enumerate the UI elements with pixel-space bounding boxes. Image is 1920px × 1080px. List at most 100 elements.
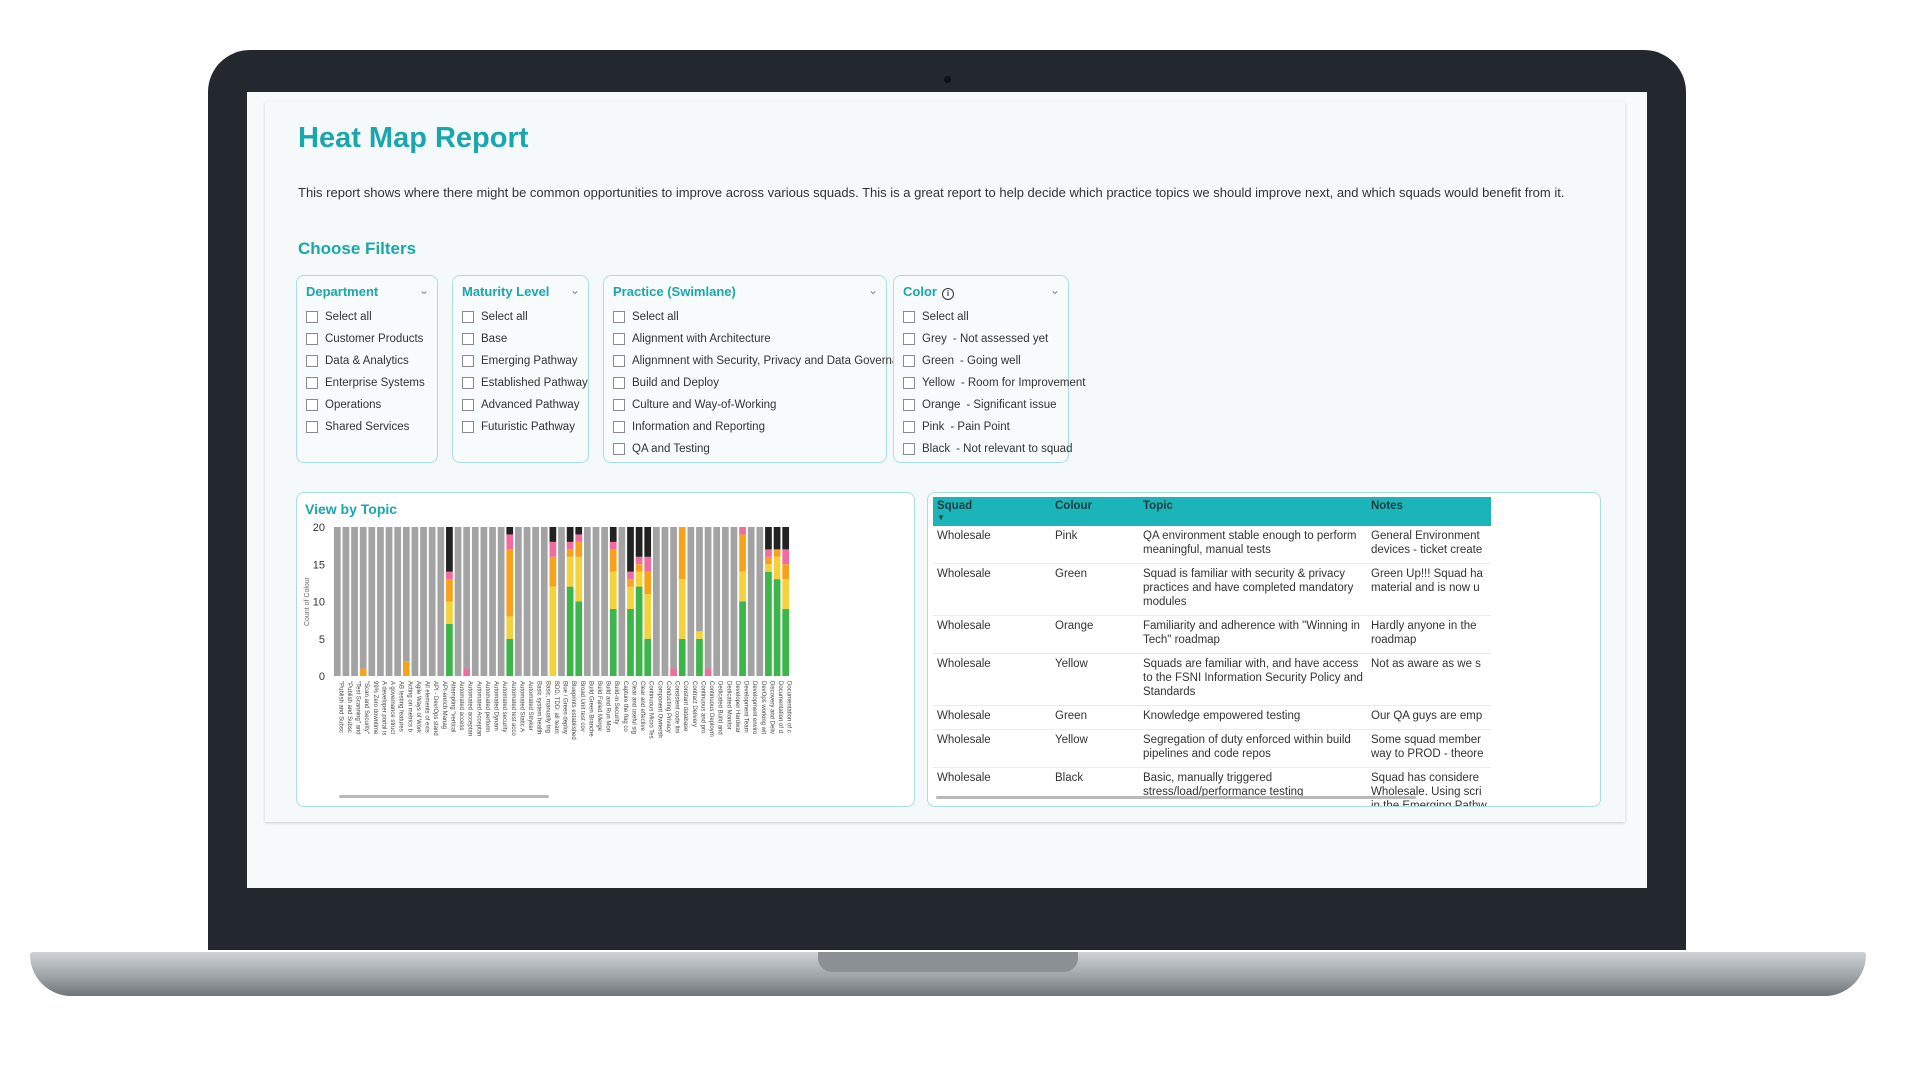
bar-segment-grey[interactable] bbox=[515, 527, 522, 676]
practice-option[interactable]: Build and Deploy bbox=[613, 372, 917, 394]
bar-segment-black[interactable] bbox=[566, 527, 574, 542]
bar-segment-grey[interactable] bbox=[540, 527, 548, 676]
bar-segment-orange[interactable] bbox=[644, 571, 652, 595]
bar-segment-green[interactable] bbox=[644, 638, 652, 676]
bar-segment-orange[interactable] bbox=[359, 668, 367, 676]
sort-down-icon[interactable]: ▼ bbox=[937, 513, 945, 522]
column-header-notes[interactable]: Notes bbox=[1367, 497, 1491, 526]
bar-segment-green[interactable] bbox=[782, 608, 790, 676]
bar-segment-grey[interactable] bbox=[437, 527, 445, 676]
bar-segment-green[interactable] bbox=[566, 586, 574, 676]
bar-segment-yellow[interactable] bbox=[739, 571, 746, 602]
info-icon[interactable]: i bbox=[941, 288, 954, 300]
bar-segment-orange[interactable] bbox=[782, 564, 790, 580]
practice-option[interactable]: Alignmnent with Security, Privacy and Da… bbox=[613, 350, 917, 372]
department-option[interactable]: Enterprise Systems bbox=[306, 372, 425, 394]
color-option[interactable]: Green - Going well bbox=[903, 350, 1085, 372]
bar-segment-black[interactable] bbox=[446, 527, 453, 572]
practice-option[interactable]: Alignment with Architecture bbox=[613, 328, 917, 350]
bar-segment-grey[interactable] bbox=[497, 527, 505, 676]
column-header-topic[interactable]: Topic bbox=[1139, 497, 1367, 526]
bar-segment-green[interactable] bbox=[506, 638, 514, 676]
checkbox[interactable] bbox=[306, 399, 318, 411]
bar-segment-yellow[interactable] bbox=[609, 571, 617, 609]
bar-segment-grey[interactable] bbox=[342, 527, 350, 676]
checkbox[interactable] bbox=[613, 311, 625, 323]
checkbox[interactable] bbox=[306, 333, 318, 345]
maturity-option[interactable]: Base bbox=[462, 328, 588, 350]
bar-segment-grey[interactable] bbox=[402, 527, 410, 662]
bar-segment-black[interactable] bbox=[644, 527, 652, 557]
practice-option[interactable]: Select all bbox=[613, 306, 917, 328]
bar-segment-pink[interactable] bbox=[635, 556, 643, 565]
bar-segment-black[interactable] bbox=[506, 527, 514, 535]
bar-segment-grey[interactable] bbox=[385, 527, 393, 676]
bar-segment-orange[interactable] bbox=[566, 549, 574, 557]
bar-segment-black[interactable] bbox=[773, 527, 781, 550]
bar-segment-black[interactable] bbox=[609, 527, 617, 542]
color-option[interactable]: Select all bbox=[903, 306, 1085, 328]
bar-segment-grey[interactable] bbox=[420, 527, 427, 676]
bar-segment-grey[interactable] bbox=[480, 527, 488, 676]
bar-segment-grey[interactable] bbox=[704, 527, 712, 669]
bar-segment-grey[interactable] bbox=[558, 527, 565, 676]
column-header-colour[interactable]: Colour bbox=[1051, 497, 1139, 526]
checkbox[interactable] bbox=[903, 443, 915, 455]
checkbox[interactable] bbox=[613, 377, 625, 389]
color-option[interactable]: Orange - Significant issue bbox=[903, 394, 1085, 416]
bar-segment-green[interactable] bbox=[627, 608, 634, 676]
bar-segment-pink[interactable] bbox=[463, 668, 471, 676]
checkbox[interactable] bbox=[613, 443, 625, 455]
checkbox[interactable] bbox=[613, 399, 625, 411]
bar-segment-black[interactable] bbox=[765, 527, 772, 550]
bar-segment-grey[interactable] bbox=[333, 527, 341, 676]
bar-segment-grey[interactable] bbox=[584, 527, 591, 676]
bar-segment-orange[interactable] bbox=[549, 556, 557, 587]
table-row[interactable]: Wholesale Orange Familiarity and adherence… bbox=[933, 615, 1491, 654]
bar-segment-grey[interactable] bbox=[696, 527, 703, 632]
department-option[interactable]: Operations bbox=[306, 394, 425, 416]
bar-segment-grey[interactable] bbox=[428, 527, 436, 676]
bar-segment-grey[interactable] bbox=[713, 527, 721, 676]
checkbox[interactable] bbox=[613, 333, 625, 345]
bar-segment-orange[interactable] bbox=[446, 579, 453, 602]
bar-segment-yellow[interactable] bbox=[446, 601, 453, 624]
checkbox[interactable] bbox=[903, 421, 915, 433]
bar-segment-green[interactable] bbox=[773, 579, 781, 676]
bar-segment-pink[interactable] bbox=[506, 534, 514, 550]
bar-segment-orange[interactable] bbox=[765, 556, 772, 565]
checkbox[interactable] bbox=[613, 421, 625, 433]
bar-segment-black[interactable] bbox=[635, 527, 643, 557]
bar-segment-grey[interactable] bbox=[377, 527, 384, 676]
maturity-option[interactable]: Established Pathway bbox=[462, 372, 588, 394]
bar-segment-grey[interactable] bbox=[687, 527, 695, 676]
department-option[interactable]: Data & Analytics bbox=[306, 350, 425, 372]
chart-horizontal-scrollbar[interactable] bbox=[339, 795, 549, 798]
maturity-option[interactable]: Futuristic Pathway bbox=[462, 416, 588, 438]
maturity-option[interactable]: Select all bbox=[462, 306, 588, 328]
bar-segment-pink[interactable] bbox=[575, 534, 583, 542]
table-horizontal-scrollbar[interactable] bbox=[936, 796, 1416, 799]
color-option[interactable]: Black - Not relevant to squad bbox=[903, 438, 1085, 460]
bar-segment-grey[interactable] bbox=[756, 527, 764, 676]
checkbox[interactable] bbox=[903, 355, 915, 367]
bar-segment-pink[interactable] bbox=[644, 556, 652, 572]
table-row[interactable]: Wholesale Black Basic, manually triggered … bbox=[933, 767, 1491, 806]
checkbox[interactable] bbox=[306, 355, 318, 367]
bar-segment-grey[interactable] bbox=[592, 527, 600, 676]
bar-segment-orange[interactable] bbox=[678, 527, 686, 580]
bar-segment-green[interactable] bbox=[678, 638, 686, 676]
bar-segment-black[interactable] bbox=[782, 527, 790, 550]
chevron-down-icon[interactable]: ⌄ bbox=[867, 283, 878, 297]
bar-segment-yellow[interactable] bbox=[627, 586, 634, 609]
table-row[interactable]: Wholesale Green Knowledge empowered testin… bbox=[933, 705, 1491, 730]
bar-segment-pink[interactable] bbox=[704, 668, 712, 676]
bar-segment-yellow[interactable] bbox=[635, 571, 643, 587]
color-option[interactable]: Grey - Not assessed yet bbox=[903, 328, 1085, 350]
bar-segment-orange[interactable] bbox=[635, 564, 643, 572]
bar-segment-grey[interactable] bbox=[359, 527, 367, 669]
table-row[interactable]: Wholesale Yellow Segregation of duty enfor… bbox=[933, 729, 1491, 768]
bar-segment-pink[interactable] bbox=[566, 541, 574, 550]
bar-segment-grey[interactable] bbox=[394, 527, 402, 676]
practice-option[interactable]: QA and Testing bbox=[613, 438, 917, 460]
